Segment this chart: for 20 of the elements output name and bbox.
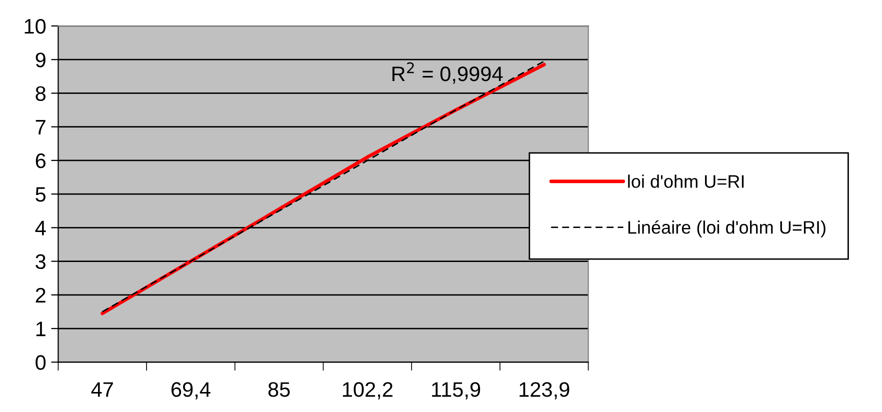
y-tick-label: 4 — [35, 220, 46, 236]
y-tick-label: 8 — [36, 86, 46, 101]
x-tick-label: 115,9 — [432, 382, 480, 400]
annotation: R$^{2}$ = 0,9994 — [392, 62, 503, 84]
y-tick-label: 5 — [36, 187, 46, 202]
x-tick-label: 123,9 — [520, 382, 570, 400]
y-tick-label: 9 — [36, 52, 46, 68]
x-tick-label: 102,2 — [342, 382, 392, 400]
x-tick-label: 85 — [268, 382, 290, 397]
y-tick-label: 10 — [24, 18, 46, 34]
legend-label: loi d'ohm U=RI — [628, 174, 744, 188]
legend-label: Linéaire (loi d'ohm U=RI) — [628, 220, 826, 238]
y-tick-label: 2 — [36, 288, 46, 302]
y-tick-label: 7 — [36, 120, 46, 134]
y-tick-label: 3 — [36, 254, 46, 270]
x-tick-label: 47 — [91, 382, 113, 397]
y-tick-label: 0 — [36, 355, 46, 370]
y-tick-label: 1 — [36, 322, 46, 336]
y-tick-label: 6 — [36, 153, 46, 168]
x-tick-label: 69,4 — [172, 382, 210, 400]
